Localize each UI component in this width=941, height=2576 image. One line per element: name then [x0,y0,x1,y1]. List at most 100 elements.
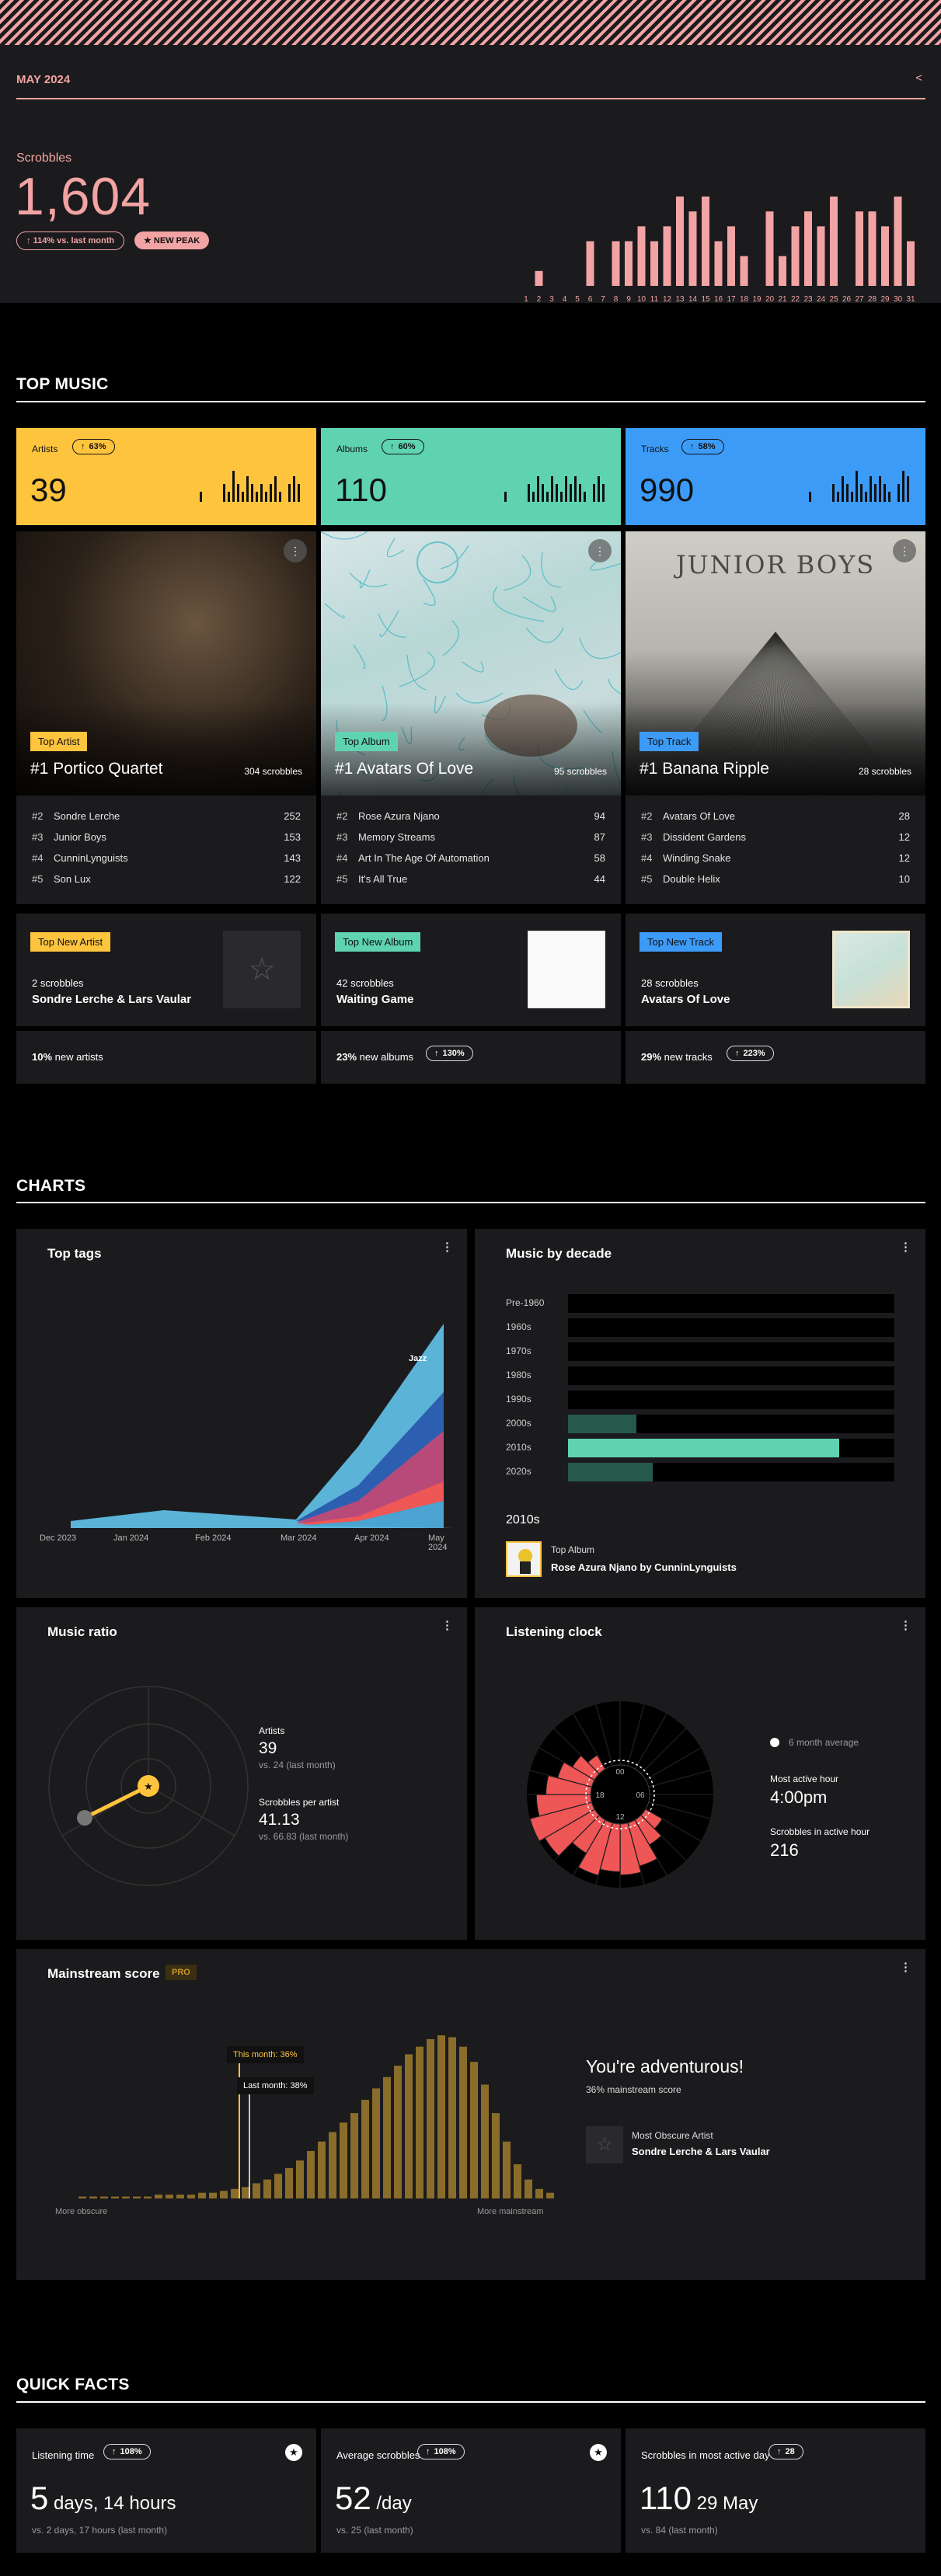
spark-bar [270,484,272,502]
rank-row[interactable]: #3 Memory Streams 87 [336,831,605,843]
stat-card-albums[interactable]: Albums ↑ 60% 110 [321,428,621,525]
ratio-title: Music ratio [47,1624,117,1639]
decade-menu[interactable]: ⋮ [900,1241,911,1254]
top-tags-title: Top tags [47,1246,102,1261]
feature-menu[interactable]: ⋮ [893,539,916,562]
clock-menu[interactable]: ⋮ [900,1619,911,1632]
day-bar [817,226,825,286]
new-count: 42 scrobbles [336,977,394,989]
decade-album-cover[interactable] [506,1541,542,1577]
new-card-0[interactable]: Top New Artist 2 scrobbles Sondre Lerche &… [16,914,316,1026]
decade-row[interactable]: Pre-1960 [506,1294,902,1313]
decade-row[interactable]: 1990s [506,1391,902,1409]
new-name: Avatars Of Love [641,993,730,1006]
mainstream-bar [144,2196,152,2198]
day-bar [586,241,594,286]
stat-card-tracks[interactable]: Tracks ↑ 58% 990 [626,428,925,525]
rank-row[interactable]: #4 Art In The Age Of Automation 58 [336,852,605,864]
feature-image[interactable]: JUNIOR BOYS ⋮ Top Track #1 Banana Ripple 28 … [626,531,925,795]
quick-fact-card-2: Scrobbles in most active day ↑ 28 110 29 M… [626,2428,925,2553]
mainstream-bar [416,2046,423,2198]
rank-row[interactable]: #3 Dissident Gardens 12 [641,831,910,843]
feature-image[interactable]: ⋮ Top Artist #1 Portico Quartet 304 scrobbl… [16,531,316,795]
rank-row[interactable]: #4 Winding Snake 12 [641,852,910,864]
listening-clock-chart: 00 06 12 18 [527,1701,713,1888]
feature-name[interactable]: #1 Banana Ripple [640,760,769,778]
qf-value: 110 [640,2480,692,2516]
decade-track [568,1294,894,1313]
spark-bar [293,476,295,502]
spark-bar [542,484,544,502]
ratio-menu[interactable]: ⋮ [441,1619,453,1632]
pro-badge: PRO [166,1965,197,1980]
decade-row[interactable]: 1980s [506,1366,902,1385]
decade-track [568,1391,894,1409]
decade-row[interactable]: 1960s [506,1318,902,1337]
feature-scrobbles: 304 scrobbles [244,766,302,777]
feature-menu[interactable]: ⋮ [588,539,612,562]
qf-pill: ↑ 108% [103,2444,151,2459]
qf-star-icon[interactable]: ★ [590,2444,607,2461]
day-bar [907,241,915,286]
new-thumbnail[interactable]: ☆ [223,931,301,1008]
decade-row[interactable]: 2000s [506,1415,902,1433]
new-pill: ↑ 223% [727,1046,774,1061]
mainstream-menu[interactable]: ⋮ [900,1961,911,1974]
new-card-2[interactable]: Top New Track 28 scrobbles Avatars Of Love [626,914,925,1026]
stat-sparkline [809,471,909,502]
feature-image[interactable]: ⋮ Top Album #1 Avatars Of Love 95 scrobbles [321,531,621,795]
spark-bar [228,492,230,502]
decade-label: 1990s [506,1394,531,1405]
rank-row[interactable]: #2 Sondre Lerche 252 [32,810,301,822]
qf-star-icon[interactable]: ★ [285,2444,302,2461]
decade-track [568,1463,894,1481]
spark-bar [223,484,225,502]
mainstream-bar [78,2196,86,2198]
change-pill: ↑ 114% vs. last month [16,231,125,250]
feature-name[interactable]: #1 Portico Quartet [30,760,163,778]
day-bar [856,211,863,286]
clock-active-label: Most active hour [770,1774,839,1784]
day-label: 3 [549,295,554,304]
mainstream-bar [492,2113,500,2198]
mainstream-bar [296,2160,304,2198]
new-thumbnail[interactable] [832,931,910,1008]
decade-row[interactable]: 2020s [506,1463,902,1481]
mainstream-bar [470,2062,478,2198]
spark-bar [888,492,890,502]
stat-card-artists[interactable]: Artists ↑ 63% 39 [16,428,316,525]
feature-name[interactable]: #1 Avatars Of Love [335,760,474,778]
decade-album-name[interactable]: Rose Azura Njano by CunninLynguists [551,1561,737,1573]
new-count: 2 scrobbles [32,977,84,989]
rank-row[interactable]: #5 It's All True 44 [336,873,605,885]
share-icon[interactable]: < [915,71,922,85]
new-card-1[interactable]: Top New Album 42 scrobbles Waiting Game [321,914,621,1026]
rank-row[interactable]: #3 Junior Boys 153 [32,831,301,843]
month-title: MAY 2024 [16,73,71,86]
obscure-artist-image[interactable]: ☆ [586,2126,623,2163]
quick-fact-card-0: Listening time ↑ 108% ★ 5 days, 14 hours vs.… [16,2428,316,2553]
rank-row[interactable]: #2 Avatars Of Love 28 [641,810,910,822]
mainstream-bar [198,2192,206,2198]
spark-bar [879,476,881,502]
rank-row[interactable]: #4 CunninLynguists 143 [32,852,301,864]
qf-sub: vs. 25 (last month) [336,2525,413,2536]
top-tags-menu[interactable]: ⋮ [441,1241,453,1254]
decade-row[interactable]: 1970s [506,1342,902,1361]
qf-value-suffix: /day [371,2493,412,2514]
new-thumbnail[interactable] [528,931,605,1008]
stat-change-pill: ↑ 63% [72,439,115,454]
rank-row[interactable]: #5 Double Helix 10 [641,873,910,885]
rank-row[interactable]: #5 Son Lux 122 [32,873,301,885]
obscure-name[interactable]: Sondre Lerche & Lars Vaular [632,2146,770,2157]
day-bar [830,197,838,286]
decade-track [568,1318,894,1337]
stat-value: 990 [640,472,695,508]
feature-menu[interactable]: ⋮ [284,539,307,562]
rank-row[interactable]: #2 Rose Azura Njano 94 [336,810,605,822]
day-label: 13 [675,295,685,304]
day-label: 30 [894,295,903,304]
decade-row[interactable]: 2010s [506,1439,902,1457]
new-footer-0: 10% new artists [16,1031,316,1084]
mainstream-histogram [78,2035,554,2198]
